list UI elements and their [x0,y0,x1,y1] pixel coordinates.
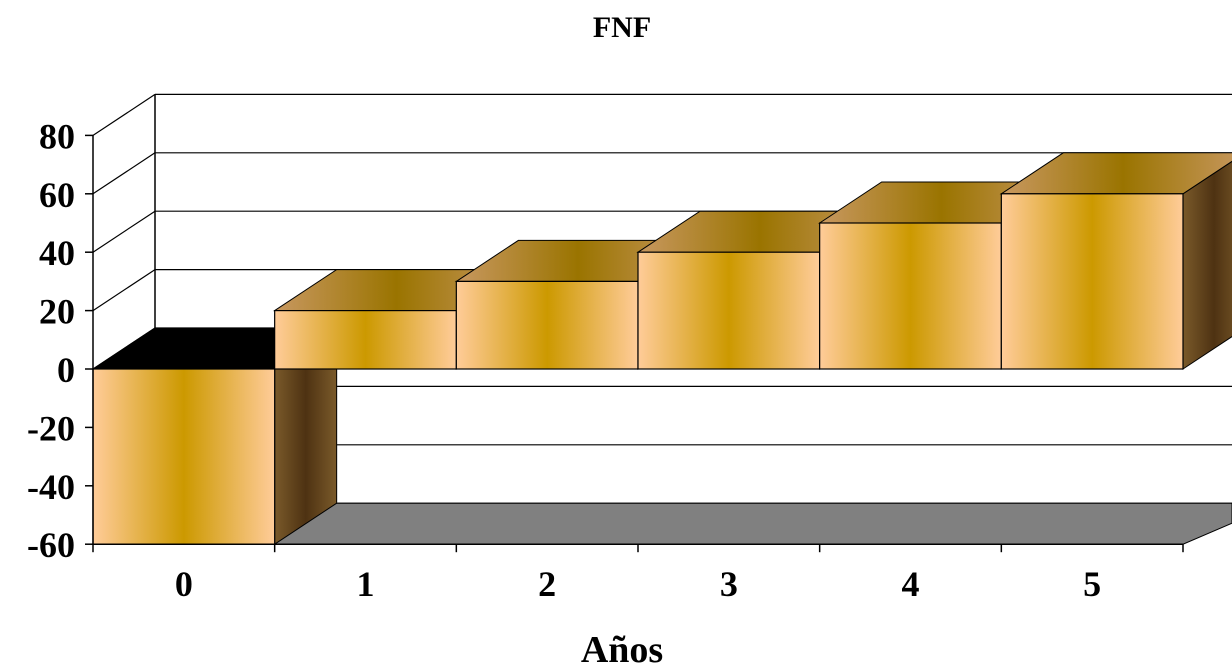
y-tick-label-60: 60 [39,175,75,215]
bar-5 [999,152,1232,370]
side-wall-gridline [92,269,156,312]
x-tick-label-1: 1 [357,564,375,604]
bar-front [1000,193,1184,370]
y-tick-label--40: -40 [27,467,75,507]
y-tick-label--60: -60 [27,525,75,565]
bar-front [637,251,821,370]
x-tick-label-3: 3 [720,564,738,604]
y-tick-label-0: 0 [57,350,75,390]
side-wall-gridline [92,210,156,253]
y-tick-label-20: 20 [39,292,75,332]
x-tick-label-2: 2 [538,564,556,604]
side-wall-gridline [92,93,156,136]
y-tick-label-80: 80 [39,116,75,156]
bar-front [455,280,639,370]
x-tick-label-0: 0 [175,564,193,604]
bar-front [274,310,457,370]
bar-0 [91,327,339,546]
bar-front [92,368,276,545]
bar-front [819,222,1002,370]
y-tick-label--20: -20 [27,408,75,448]
x-tick-label-4: 4 [902,564,920,604]
x-axis-label: Años [581,629,663,668]
x-tick-label-5: 5 [1083,564,1101,604]
chart-title: FNF [593,11,651,44]
y-tick-label-40: 40 [39,233,75,273]
side-wall-gridline [92,152,156,195]
